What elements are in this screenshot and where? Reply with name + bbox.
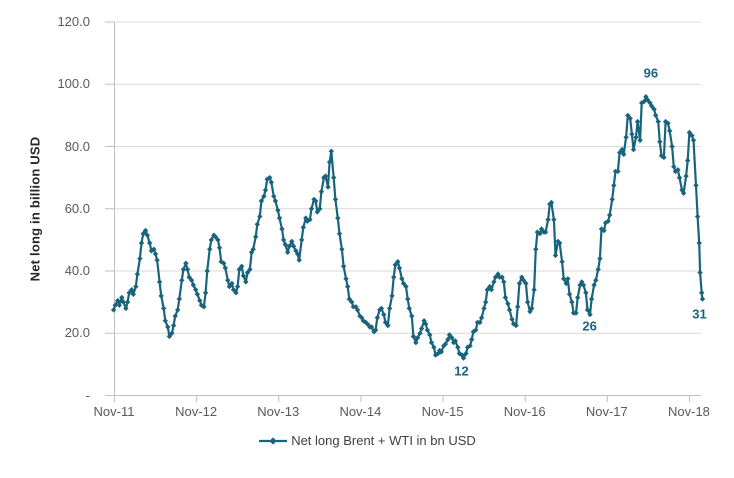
data-label-31: 31 xyxy=(692,306,707,322)
data-label-26: 26 xyxy=(582,318,597,334)
x-tick-label: Nov-14 xyxy=(339,404,382,419)
x-tick-label: Nov-16 xyxy=(503,404,546,419)
y-tick-label: 100.0 xyxy=(57,76,90,92)
y-tick-label: 20.0 xyxy=(64,325,90,341)
series-line xyxy=(112,95,704,360)
x-tick-label: Nov-13 xyxy=(257,404,300,419)
x-tick-label: Nov-17 xyxy=(585,404,628,419)
y-tick-label: 80.0 xyxy=(64,138,90,154)
y-tick-label: 40.0 xyxy=(64,263,90,278)
x-tick-label: Nov-18 xyxy=(668,404,710,419)
data-label-96: 96 xyxy=(643,65,659,81)
x-tick-label: Nov-11 xyxy=(93,404,135,419)
legend-series-marker-icon xyxy=(259,436,288,445)
legend-series-label: Net long Brent + WTI in bn USD xyxy=(291,433,476,448)
y-tick-label: 60.0 xyxy=(64,200,90,216)
legend: Net long Brent + WTI in bn USD xyxy=(0,433,734,448)
series-markers xyxy=(110,94,706,361)
x-tick-label: Nov-12 xyxy=(175,404,218,419)
x-tick-label: Nov-15 xyxy=(421,404,464,419)
data-label-12: 12 xyxy=(454,363,469,379)
y-tick-label: 120.0 xyxy=(57,14,90,29)
y-tick-label: - xyxy=(85,387,90,403)
